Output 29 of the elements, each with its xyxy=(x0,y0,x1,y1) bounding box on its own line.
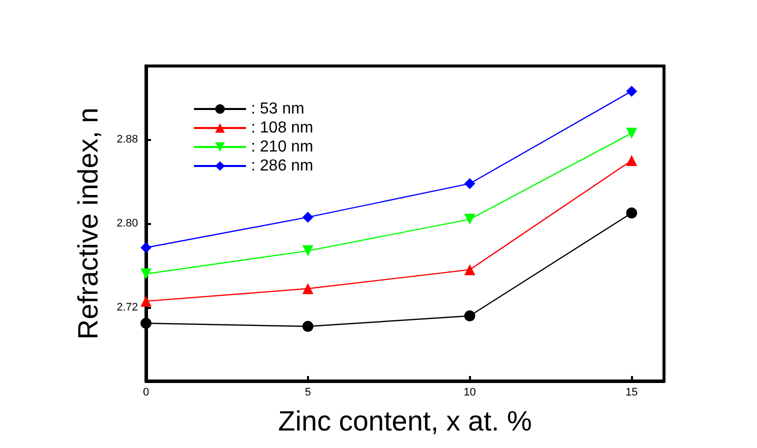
y-axis-title: Refractive index, n xyxy=(72,108,104,340)
legend-label: : 108 nm xyxy=(251,120,314,136)
y-tick-label: 2.88 xyxy=(116,134,138,146)
point xyxy=(464,264,476,276)
x-tick-label: 5 xyxy=(304,386,311,398)
legend-label: : 210 nm xyxy=(251,138,314,156)
x-axis-title: Zinc content, x at. % xyxy=(278,406,532,436)
x-tick-label: 15 xyxy=(626,386,638,398)
y-tick-label: 2.72 xyxy=(116,302,138,314)
point xyxy=(302,245,314,256)
point xyxy=(626,128,638,139)
point xyxy=(464,214,476,225)
x-tick-label: 10 xyxy=(464,386,476,398)
point xyxy=(302,320,314,332)
legend-label: : 53 nm xyxy=(251,100,304,118)
point xyxy=(140,268,152,280)
point xyxy=(140,296,152,307)
point xyxy=(302,283,314,294)
legend-label: : 286 nm xyxy=(251,158,314,174)
y-tick-label: 2.80 xyxy=(116,218,138,230)
point xyxy=(626,208,638,218)
point xyxy=(464,310,476,322)
point xyxy=(626,86,638,97)
point xyxy=(626,155,638,166)
point xyxy=(140,318,152,329)
x-tick-label: 0 xyxy=(142,386,150,398)
point xyxy=(464,178,476,190)
point xyxy=(140,242,152,254)
point xyxy=(302,212,314,223)
